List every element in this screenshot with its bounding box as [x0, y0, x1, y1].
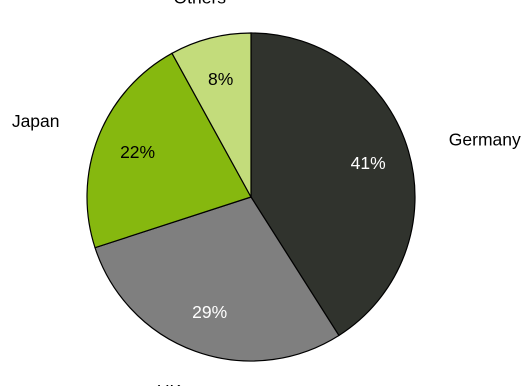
- pie-slice-germany: [250, 32, 416, 337]
- pie-value-label-japan: 22%: [120, 142, 155, 162]
- pie-value-label-uk: 29%: [192, 302, 227, 322]
- pie-category-label-others: Others: [174, 0, 227, 8]
- pie-category-label-germany: Germany: [449, 130, 521, 150]
- pie-slice-uk: [94, 196, 340, 362]
- pie-category-label-japan: Japan: [12, 111, 60, 131]
- pie-value-label-others: 8%: [208, 69, 233, 89]
- pie-value-label-germany: 41%: [351, 153, 386, 173]
- pie-category-label-uk: UK: [157, 381, 182, 386]
- pie-slice-others: [171, 32, 252, 198]
- pie-slice-japan: [86, 52, 252, 249]
